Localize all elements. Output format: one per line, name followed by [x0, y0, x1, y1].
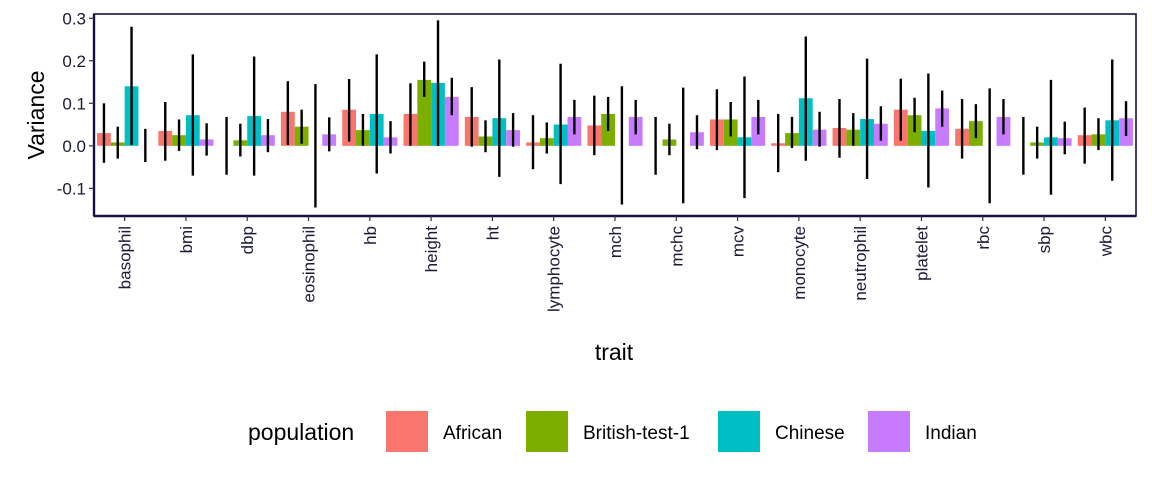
y-tick-label: 0.1	[62, 94, 86, 113]
x-tick-label-neutrophil: neutrophil	[851, 226, 870, 301]
x-tick-label-mchc: mchc	[667, 226, 686, 267]
legend-label-Indian: Indian	[925, 423, 977, 444]
x-tick-label-hb: hb	[361, 226, 380, 245]
legend-key-British-test-1	[526, 411, 568, 452]
bar-height-Indian	[444, 96, 459, 146]
x-tick-label-bmi: bmi	[177, 226, 196, 253]
x-tick-label-monocyte: monocyte	[790, 226, 809, 300]
x-tick-label-platelet: platelet	[912, 226, 931, 281]
bar-platelet-Indian	[935, 108, 950, 146]
legend: population African British-test-1 Chinese I…	[248, 411, 977, 452]
x-tick-label-mch: mch	[606, 226, 625, 258]
x-tick-label-wbc: wbc	[1096, 226, 1115, 258]
legend-key-Chinese	[718, 411, 760, 452]
x-tick-label-ht: ht	[483, 226, 502, 240]
bar-height-British-test-1	[417, 79, 432, 146]
axes: -0.1 0.0 0.1 0.2 0.3 basophil bmi dbp eosinophil…	[57, 9, 1137, 312]
x-tick-label-lymphocyte: lymphocyte	[545, 226, 564, 312]
x-tick-label-sbp: sbp	[1035, 226, 1054, 253]
legend-title: population	[248, 419, 354, 445]
x-tick-label-height: height	[422, 226, 441, 273]
y-tick-label: 0.3	[62, 9, 86, 28]
x-tick-label-basophil: basophil	[116, 226, 135, 289]
plot-area	[97, 20, 1133, 208]
legend-label-British-test-1: British-test-1	[583, 423, 690, 444]
y-axis-title: Variance	[23, 70, 49, 159]
y-tick-label: 0.0	[62, 137, 86, 156]
x-tick-label-mcv: mcv	[729, 226, 748, 258]
x-tick-label-dbp: dbp	[238, 226, 257, 254]
y-tick-label: -0.1	[57, 179, 86, 198]
x-axis-title: trait	[595, 339, 634, 365]
x-tick-label-eosinophil: eosinophil	[300, 226, 319, 303]
legend-label-Chinese: Chinese	[775, 423, 845, 444]
legend-key-African	[386, 411, 428, 452]
x-tick-label-rbc: rbc	[974, 226, 993, 250]
legend-label-African: African	[443, 423, 502, 444]
y-tick-label: 0.2	[62, 52, 86, 71]
legend-key-Indian	[868, 411, 910, 452]
